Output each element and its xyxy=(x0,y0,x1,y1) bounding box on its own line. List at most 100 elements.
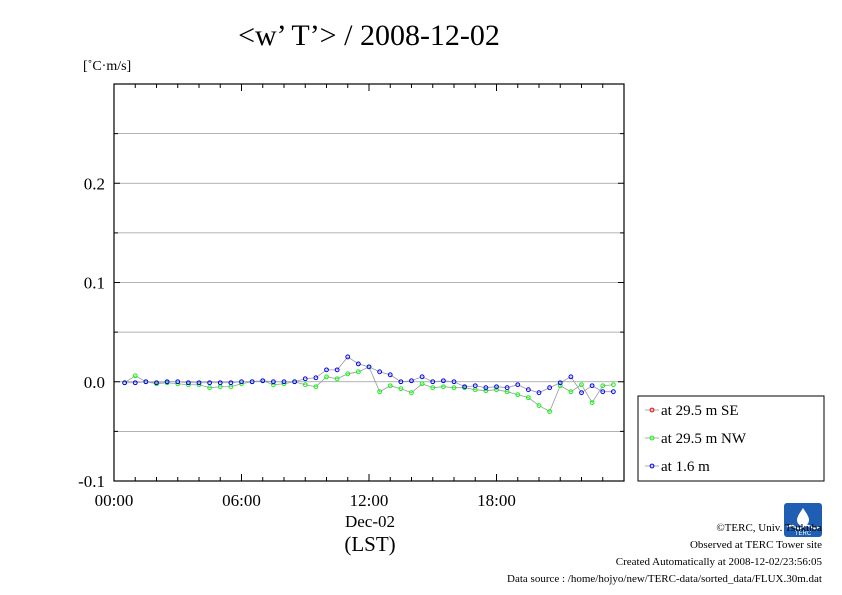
legend-marker xyxy=(649,435,655,441)
data-point xyxy=(387,372,393,378)
legend-label: at 1.6 m xyxy=(661,459,710,475)
legend-label: at 29.5 m NW xyxy=(661,431,747,447)
data-point xyxy=(409,378,414,384)
x-axis-title: (LST) xyxy=(344,532,395,556)
data-point xyxy=(589,383,595,389)
data-point xyxy=(440,384,446,390)
legend-marker xyxy=(649,407,655,413)
x-tick-label: 12:00 xyxy=(350,491,389,510)
chart-title: <w’ T’> / 2008-12-02 xyxy=(238,19,500,52)
footer-source: Data source : /home/hojyo/new/TERC-data/… xyxy=(507,573,822,585)
data-point xyxy=(175,379,181,385)
data-point xyxy=(292,379,298,385)
data-point xyxy=(345,354,351,360)
data-point xyxy=(143,379,149,385)
legend-marker xyxy=(649,463,655,469)
terc-logo: TERC xyxy=(784,503,822,537)
series-lines xyxy=(122,354,616,414)
data-point xyxy=(334,367,340,373)
data-point xyxy=(345,371,351,377)
data-point xyxy=(196,380,202,386)
series-line xyxy=(124,356,614,394)
data-point xyxy=(249,379,255,385)
data-point xyxy=(525,387,531,393)
y-tick-label: 0.0 xyxy=(84,373,105,392)
x-axis: 00:00 06:00 12:00 18:00 xyxy=(95,84,604,510)
data-point xyxy=(462,384,468,390)
series-2 xyxy=(122,364,616,414)
data-point xyxy=(324,374,329,380)
footer-copyright: ©TERC, Univ. Tsukuba xyxy=(716,522,822,534)
data-point xyxy=(260,378,266,384)
data-point xyxy=(398,379,404,385)
data-point xyxy=(579,382,584,388)
data-point xyxy=(547,409,553,414)
data-point xyxy=(536,403,542,408)
data-point xyxy=(557,383,563,389)
data-point xyxy=(302,376,308,382)
x-axis-date-label: Dec-02 xyxy=(345,512,395,531)
data-point xyxy=(185,380,191,386)
data-point xyxy=(610,389,616,395)
data-point xyxy=(228,380,234,386)
data-point xyxy=(600,383,606,389)
data-point xyxy=(600,389,606,395)
y-tick-label: 0.1 xyxy=(84,274,105,293)
x-tick-label: 06:00 xyxy=(222,491,261,510)
data-point xyxy=(483,385,489,391)
y-tick-label: -0.1 xyxy=(78,472,105,491)
footer-observed: Observed at TERC Tower site xyxy=(689,539,822,551)
data-point xyxy=(355,369,361,375)
wave-icon xyxy=(786,524,820,530)
data-point xyxy=(366,364,372,370)
water-drop-icon xyxy=(797,508,809,526)
data-point xyxy=(334,376,340,382)
data-point xyxy=(270,382,276,388)
data-point xyxy=(547,385,553,391)
legend-label: at 29.5 m SE xyxy=(661,403,739,419)
logo-text: TERC xyxy=(795,531,812,537)
series-3 xyxy=(122,354,616,396)
y-axis: -0.1 0.0 0.1 0.2 xyxy=(78,133,624,491)
grid-lines xyxy=(114,133,624,432)
data-point xyxy=(377,369,383,375)
legend-box xyxy=(637,395,825,482)
x-tick-label: 18:00 xyxy=(477,491,516,510)
data-point xyxy=(207,385,213,391)
data-point xyxy=(313,384,319,390)
data-point xyxy=(483,388,489,394)
data-point xyxy=(515,382,521,388)
data-point xyxy=(377,389,383,395)
data-point xyxy=(239,379,244,385)
data-point xyxy=(302,382,308,388)
data-point xyxy=(409,390,414,396)
data-point xyxy=(419,374,425,380)
data-point xyxy=(451,385,457,391)
legend: at 29.5 m SE at 29.5 m NW at 1.6 m xyxy=(645,403,747,475)
data-point xyxy=(440,378,446,384)
series-line xyxy=(124,366,614,413)
data-point xyxy=(355,361,361,367)
footer-created: Created Automatically at 2008-12-02/23:5… xyxy=(615,556,822,568)
data-point xyxy=(324,367,329,373)
data-point xyxy=(515,392,521,398)
data-point xyxy=(589,400,595,405)
data-point xyxy=(430,385,436,391)
data-point xyxy=(313,375,319,381)
data-point xyxy=(217,380,223,386)
data-point xyxy=(419,381,425,387)
data-point xyxy=(281,379,287,385)
data-point xyxy=(610,382,616,388)
data-point xyxy=(451,379,457,385)
x-tick-label: 00:00 xyxy=(95,491,134,510)
data-point xyxy=(557,380,563,386)
data-point xyxy=(132,373,138,379)
data-point xyxy=(494,384,499,390)
data-point xyxy=(525,395,531,401)
y-tick-label: 0.2 xyxy=(84,174,105,193)
data-point xyxy=(207,380,213,386)
data-point xyxy=(122,380,128,386)
data-point xyxy=(270,379,276,385)
y-axis-unit: [˚C·m/s] xyxy=(83,59,131,74)
